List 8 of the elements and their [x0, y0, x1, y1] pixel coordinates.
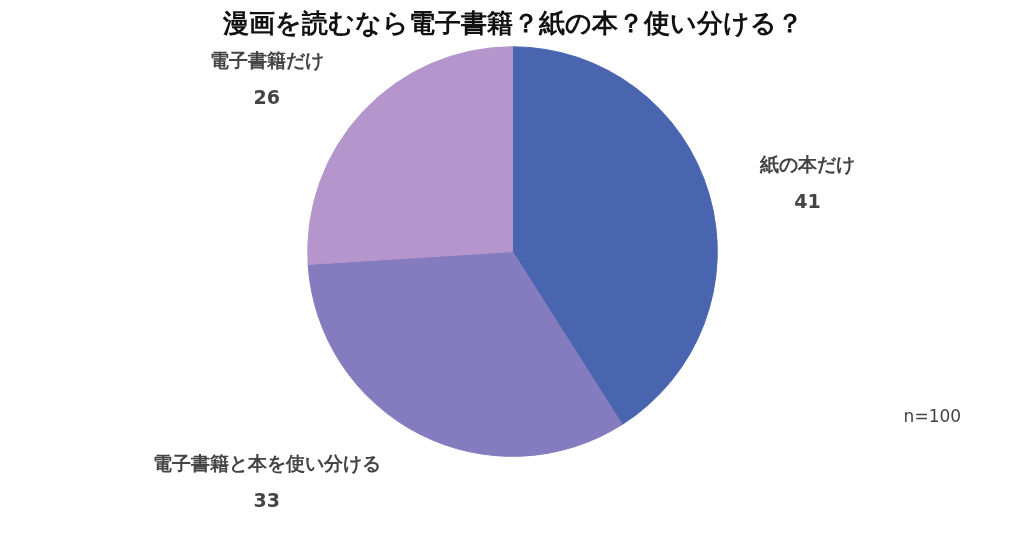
slice-label: 紙の本だけ [759, 152, 855, 175]
data-label: 33 [253, 489, 280, 512]
text: n=100 [903, 405, 962, 426]
data-label: 41 [794, 189, 821, 212]
data-label: 26 [253, 85, 280, 108]
chart-title: 漫画を読むなら電子書籍？紙の本？使い分ける？ [221, 7, 803, 38]
slice-label: 電子書籍だけ [209, 48, 324, 71]
slice-label: 電子書籍と本を使い分ける [152, 452, 381, 475]
